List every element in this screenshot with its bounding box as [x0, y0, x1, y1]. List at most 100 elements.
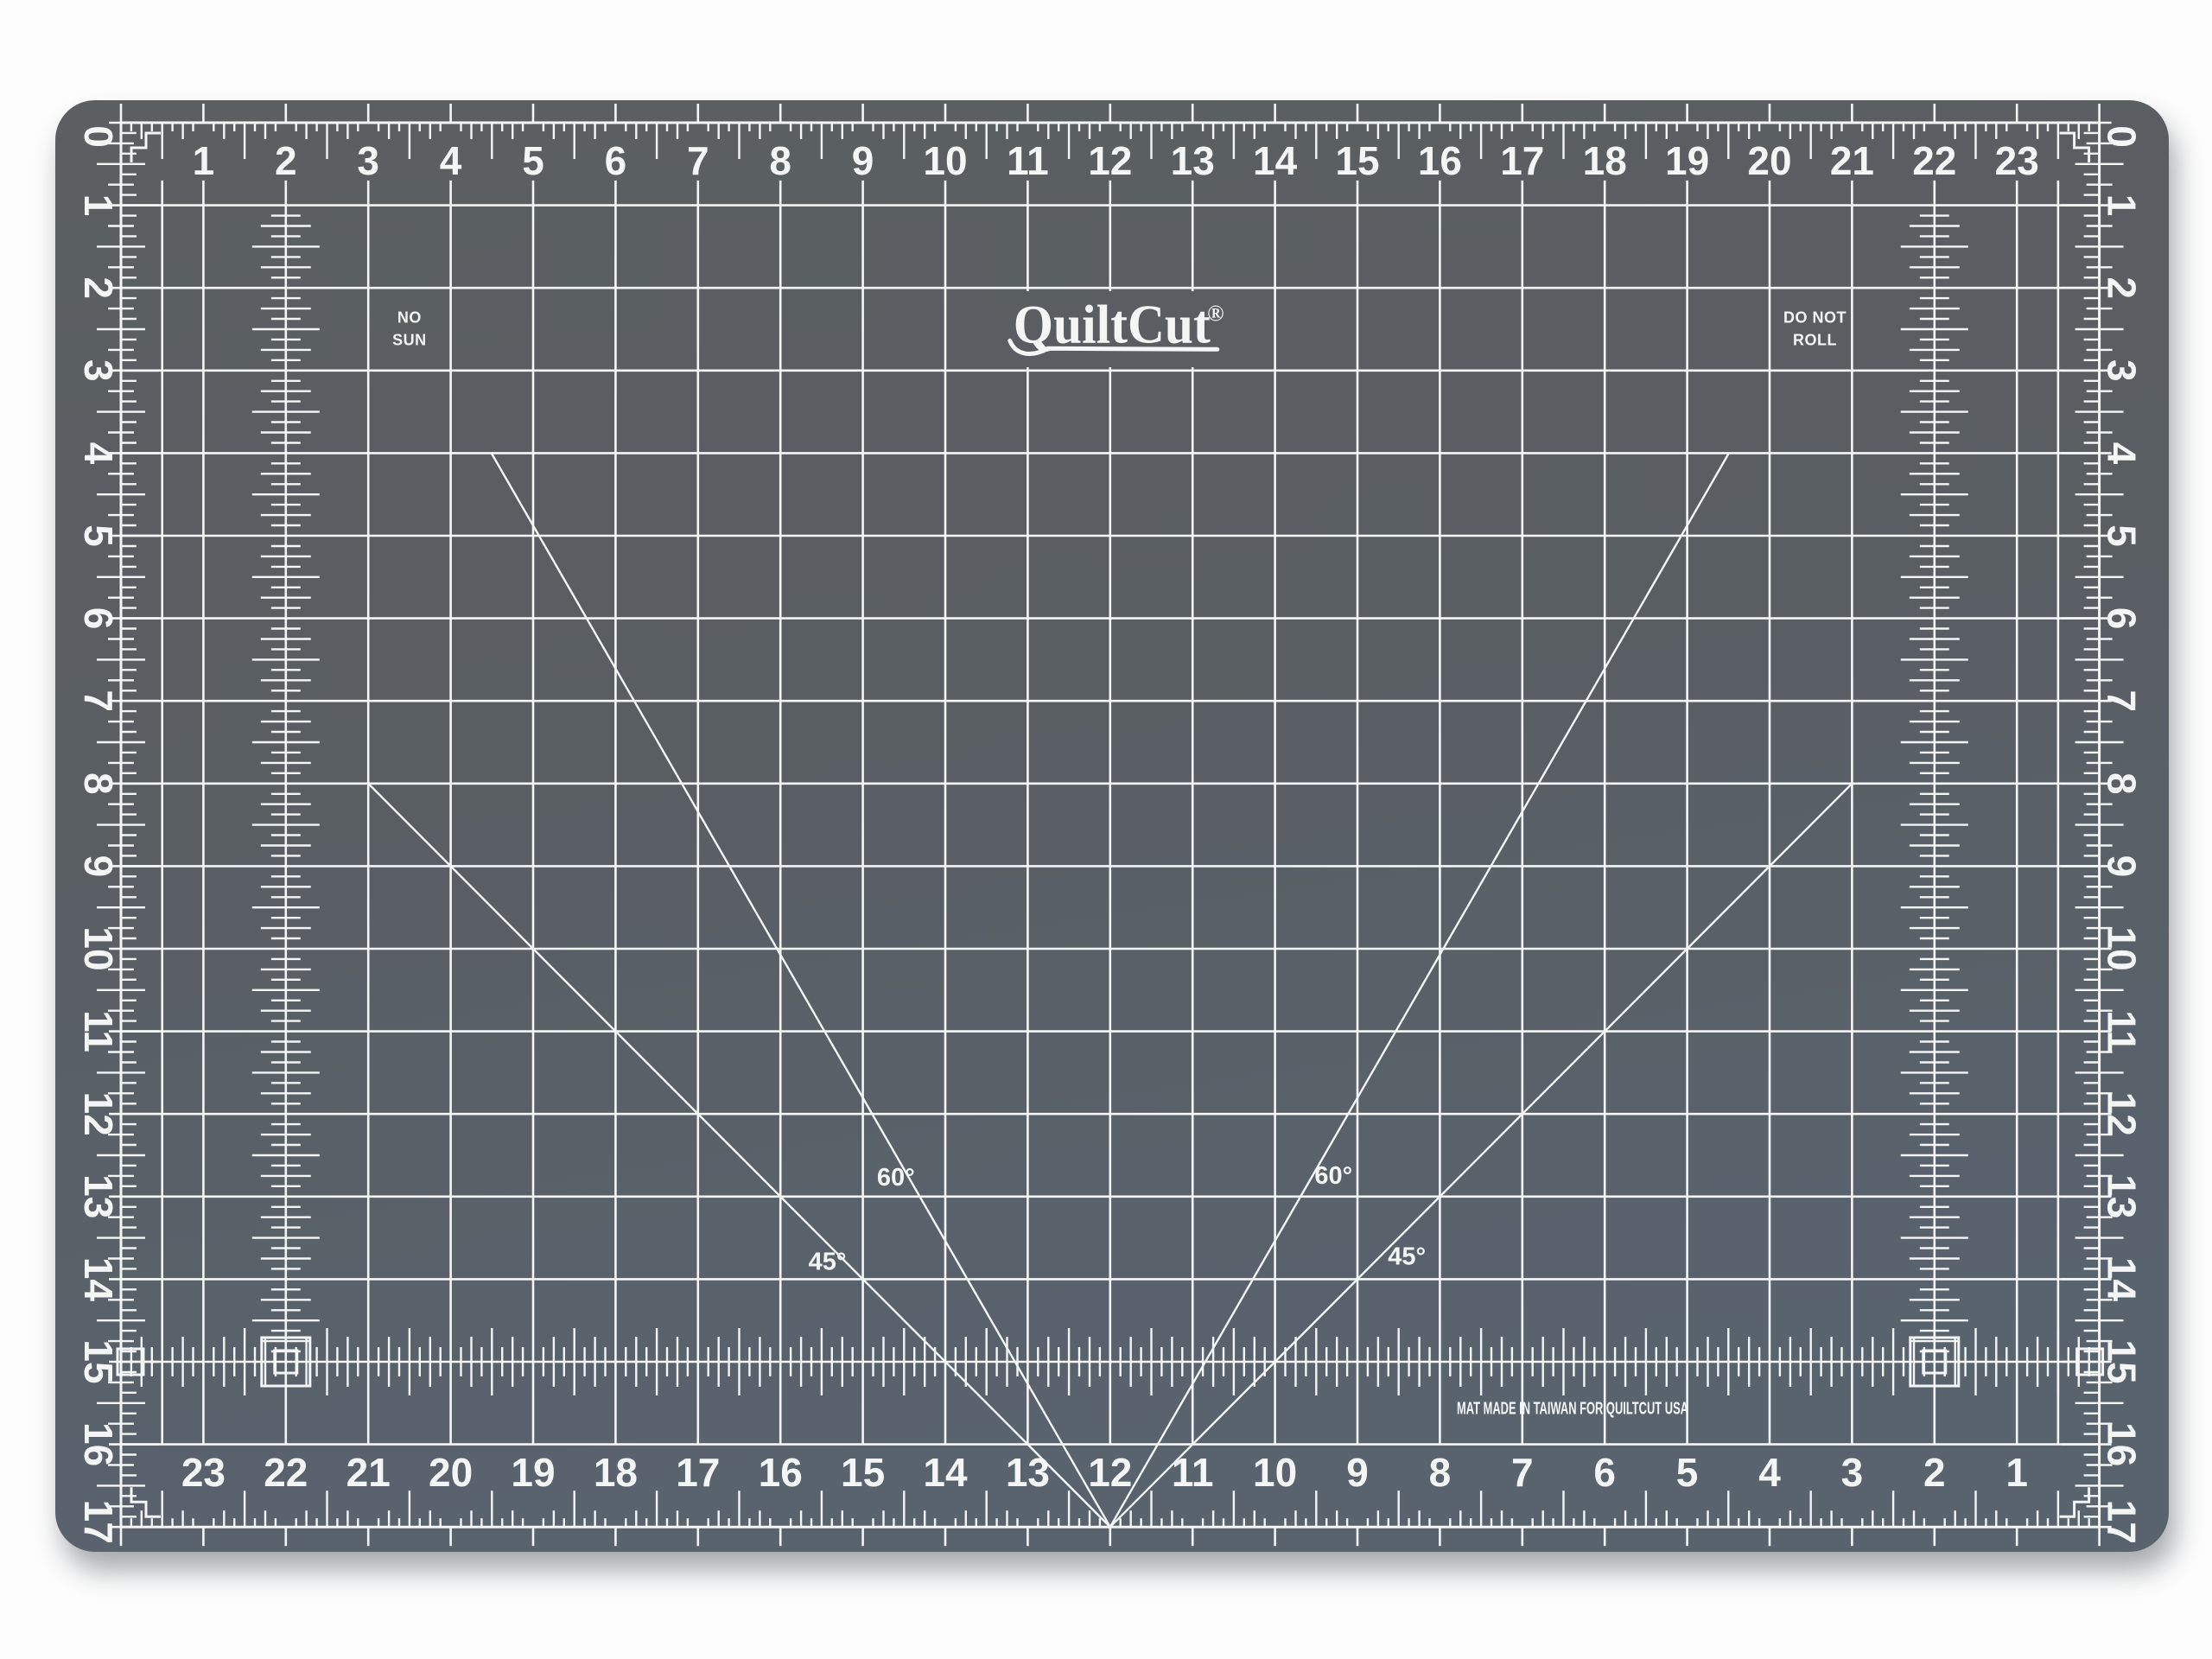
ruler-number-left: 14 — [76, 1257, 121, 1302]
ruler-number-right: 15 — [2100, 1339, 2145, 1383]
ruler-number-bottom: 10 — [1253, 1450, 1297, 1495]
ruler-number-left: 17 — [76, 1500, 121, 1544]
ruler-number-left: 12 — [76, 1092, 121, 1136]
ruler-number-top: 4 — [440, 138, 462, 183]
brand-logo: QuiltCut® — [1007, 293, 1224, 356]
ruler-number-left: 9 — [76, 855, 121, 878]
corner-bracket — [130, 131, 161, 162]
ruler-number-left: 6 — [76, 607, 121, 630]
ruler-number-top: 13 — [1171, 138, 1215, 183]
made-in-text: MAT MADE IN TAIWAN FOR QUILTCUT USA — [1457, 1400, 1688, 1419]
registration-marks — [116, 131, 2105, 1518]
ruler-number-left: 0 — [76, 125, 121, 148]
ruler-number-bottom: 14 — [923, 1450, 968, 1495]
warning-line: NO — [397, 309, 422, 327]
angle-line-left-60 — [490, 452, 1111, 1528]
ruler-number-left: 7 — [76, 690, 121, 712]
ruler-number-left: 2 — [76, 276, 121, 299]
ruler-number-bottom: 20 — [429, 1450, 473, 1495]
ruler-number-left: 13 — [76, 1174, 121, 1218]
ruler-number-bottom: 15 — [841, 1450, 885, 1495]
alignment-square-outer — [1909, 1336, 1961, 1388]
warning-no-sun: NO SUN — [392, 309, 427, 349]
warning-line: SUN — [392, 331, 427, 348]
ruler-number-top: 22 — [1912, 138, 1956, 183]
ruler-number-bottom: 11 — [1172, 1450, 1214, 1495]
dense-ruler-col-left — [251, 214, 320, 1353]
scale-numbers-bottom: 23 22 21 20 19 18 17 16 15 14 13 12 11 10 9 8 7 6 5 4 3 2 1 — [181, 1450, 2028, 1495]
ruler-number-top: 8 — [769, 138, 791, 183]
ruler-number-top: 18 — [1583, 138, 1627, 183]
angle-labels: 60° 45° 60° 45° — [809, 1162, 1426, 1275]
ruler-number-bottom: 16 — [759, 1450, 803, 1495]
ruler-number-bottom: 3 — [1841, 1450, 1864, 1495]
warning-do-not-roll: DO NOT ROLL — [1783, 309, 1847, 349]
ruler-number-bottom: 8 — [1429, 1450, 1452, 1495]
angle-label: 60° — [877, 1164, 915, 1192]
ruler-number-bottom: 12 — [1088, 1450, 1132, 1495]
ruler-number-top: 19 — [1665, 138, 1709, 183]
ruler-end-square — [116, 1347, 145, 1376]
dense-ruler-row — [130, 1328, 2090, 1395]
ruler-number-left: 11 — [76, 1010, 121, 1052]
ruler-number-right: 0 — [2100, 125, 2145, 148]
ruler-number-right: 12 — [2100, 1092, 2145, 1136]
ruler-number-top: 11 — [1007, 138, 1049, 183]
registered-mark: ® — [1207, 301, 1224, 326]
ruler-number-right: 7 — [2100, 690, 2145, 712]
ruler-number-left: 3 — [76, 359, 121, 382]
ruler-number-top: 5 — [522, 138, 544, 183]
angle-line-right-45 — [1109, 782, 1853, 1529]
angle-label: 60° — [1314, 1162, 1352, 1190]
angle-label: 45° — [809, 1248, 847, 1275]
ruler-number-top: 12 — [1088, 138, 1132, 183]
ruler-number-bottom: 13 — [1006, 1450, 1050, 1495]
ruler-number-right: 1 — [2100, 194, 2145, 217]
ruler-number-right: 6 — [2100, 607, 2145, 630]
ruler-number-top: 17 — [1500, 138, 1544, 183]
ruler-number-top: 21 — [1830, 138, 1874, 183]
ruler-number-left: 8 — [76, 772, 121, 795]
ruler-number-bottom: 19 — [511, 1450, 555, 1495]
right-ruler — [2061, 121, 2124, 1529]
ruler-number-top: 7 — [687, 138, 709, 183]
ruler-number-right: 4 — [2100, 442, 2145, 465]
ruler-number-bottom: 17 — [676, 1450, 720, 1495]
ruler-number-top: 9 — [852, 138, 874, 183]
angle-lines — [367, 452, 1853, 1529]
logo-underline — [1007, 338, 1220, 356]
ruler-number-top: 6 — [605, 138, 627, 183]
corner-bracket — [2059, 131, 2091, 162]
ruler-number-right: 3 — [2100, 359, 2145, 382]
ruler-number-bottom: 1 — [2005, 1450, 2028, 1495]
ruler-number-top: 16 — [1418, 138, 1462, 183]
ruler-number-bottom: 21 — [346, 1450, 391, 1495]
ruler-number-right: 2 — [2100, 276, 2145, 299]
ruler-number-right: 8 — [2100, 772, 2145, 795]
ruler-number-left: 4 — [76, 442, 121, 465]
angle-line-right-60 — [1109, 452, 1730, 1528]
ruler-number-right: 5 — [2100, 524, 2145, 547]
ruler-number-right: 10 — [2100, 926, 2145, 970]
ruler-number-top: 10 — [923, 138, 967, 183]
mat-surface — [55, 100, 2169, 1552]
ruler-number-left: 15 — [76, 1339, 121, 1383]
ruler-number-left: 16 — [76, 1422, 121, 1466]
ruler-number-bottom: 7 — [1511, 1450, 1534, 1495]
alignment-square-inner — [1922, 1349, 1948, 1375]
warning-line: ROLL — [1793, 331, 1837, 348]
ruler-number-bottom: 9 — [1346, 1450, 1369, 1495]
ruler-number-top: 1 — [193, 138, 215, 183]
ruler-number-bottom: 22 — [264, 1450, 308, 1495]
scale-numbers-top: 1 2 3 4 5 6 7 8 9 10 11 12 13 14 15 16 17 18 19 20 21 22 23 — [193, 138, 2039, 183]
ruler-number-bottom: 5 — [1676, 1450, 1699, 1495]
ruler-number-bottom: 18 — [594, 1450, 638, 1495]
ruler-number-bottom: 23 — [181, 1450, 226, 1495]
ruler-number-right: 9 — [2100, 855, 2145, 878]
ruler-number-top: 2 — [275, 138, 297, 183]
ruler-number-top: 14 — [1253, 138, 1298, 183]
ruler-number-right: 16 — [2100, 1422, 2145, 1466]
